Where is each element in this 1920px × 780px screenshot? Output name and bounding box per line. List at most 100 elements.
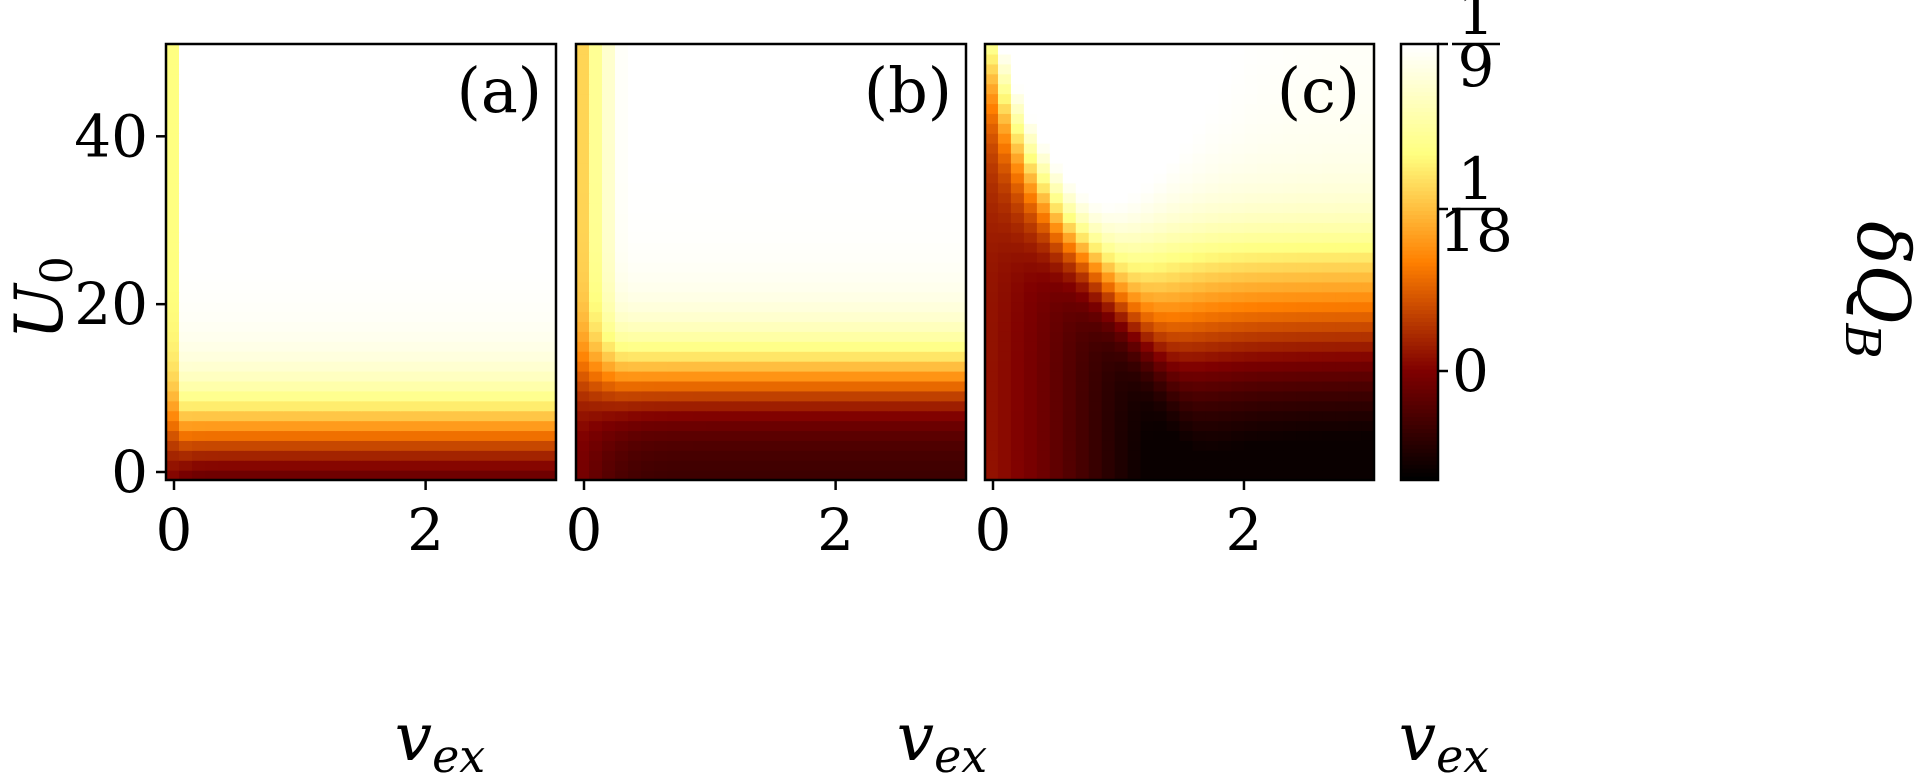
heatmap-cell (997, 281, 1012, 293)
heatmap-cell (491, 73, 505, 85)
heatmap-cell (576, 172, 590, 184)
heatmap-cell (270, 420, 284, 432)
heatmap-cell (348, 400, 362, 412)
heatmap-cell (1049, 143, 1064, 154)
heatmap-cell (849, 331, 863, 342)
heatmap-cell (758, 252, 772, 263)
heatmap-cell (270, 410, 284, 422)
heatmap-cell (348, 123, 362, 134)
colorbar-swatch (1401, 452, 1438, 457)
heatmap-cell (270, 450, 284, 461)
heatmap-cell (439, 380, 453, 392)
heatmap-cell (1062, 182, 1077, 194)
heatmap-cell (374, 83, 388, 95)
heatmap-cell (997, 351, 1012, 362)
heatmap-cell (901, 143, 915, 154)
heatmap-cell (1062, 123, 1077, 134)
heatmap-cell (218, 390, 232, 402)
heatmap-cell (823, 430, 837, 441)
heatmap-cell (1296, 281, 1310, 293)
heatmap-cell (654, 430, 668, 441)
heatmap-cell (257, 252, 271, 263)
heatmap-cell (1205, 153, 1219, 164)
heatmap-cell (439, 162, 453, 174)
heatmap-cell (322, 380, 336, 392)
heatmap-cell (1049, 420, 1064, 432)
heatmap-cell (374, 281, 388, 293)
heatmap-cell (517, 390, 531, 402)
heatmap-cell (309, 311, 323, 323)
heatmap-cell (1192, 212, 1207, 223)
heatmap-cell (1205, 301, 1219, 313)
heatmap-cell (517, 63, 531, 75)
heatmap-cell (823, 291, 837, 303)
heatmap-cell (465, 390, 479, 402)
heatmap-cell (849, 271, 863, 283)
heatmap-cell (985, 123, 999, 134)
heatmap-cell (478, 351, 492, 362)
heatmap-cell (602, 470, 616, 481)
heatmap-cell (465, 133, 479, 144)
heatmap-cell (517, 351, 531, 362)
heatmap-cell (1140, 291, 1155, 303)
heatmap-cell (400, 93, 414, 105)
heatmap-cell (823, 153, 837, 164)
heatmap-cell (758, 53, 772, 65)
heatmap-cell (1153, 440, 1168, 451)
heatmap-cell (452, 390, 466, 402)
heatmap-cell (823, 371, 837, 382)
heatmap-cell (810, 123, 824, 134)
heatmap-cell (322, 123, 336, 134)
heatmap-cell (361, 361, 375, 372)
heatmap-cell (205, 400, 219, 412)
heatmap-cell (530, 103, 544, 114)
colorbar-swatch (1401, 186, 1438, 192)
heatmap-cell (719, 182, 733, 194)
heatmap-cell (322, 143, 336, 154)
heatmap-cell (309, 291, 323, 303)
colorbar-swatch (1401, 230, 1438, 235)
heatmap-cell (680, 351, 694, 362)
heatmap-cell (927, 301, 941, 313)
heatmap-cell (997, 73, 1012, 85)
heatmap-cell (400, 390, 414, 402)
heatmap-cell (283, 291, 297, 303)
heatmap-cell (927, 440, 941, 451)
heatmap-cell (231, 44, 245, 55)
heatmap-cell (654, 172, 668, 184)
heatmap-cell (179, 371, 193, 382)
heatmap-cell (1309, 460, 1323, 471)
heatmap-cell (1023, 460, 1038, 471)
heatmap-cell (615, 73, 629, 85)
heatmap-cell (309, 440, 323, 451)
heatmap-cell (862, 232, 876, 243)
heatmap-cell (797, 153, 811, 164)
heatmap-cell (348, 113, 362, 124)
heatmap-cell (517, 113, 531, 124)
heatmap-cell (706, 291, 720, 303)
heatmap-cell (1049, 390, 1064, 402)
heatmap-cell (1179, 390, 1194, 402)
heatmap-cell (257, 371, 271, 382)
heatmap-cell (927, 371, 941, 382)
heatmap-cell (641, 301, 655, 313)
heatmap-cell (1283, 73, 1297, 85)
heatmap-cell (667, 390, 681, 402)
heatmap-cell (465, 341, 479, 352)
heatmap-cell (166, 410, 180, 422)
heatmap-cell (875, 321, 889, 332)
heatmap-cell (693, 63, 707, 75)
heatmap-cell (1075, 242, 1090, 253)
heatmap-cell (615, 172, 629, 184)
heatmap-cell (1023, 470, 1038, 481)
heatmap-cell (491, 182, 505, 194)
heatmap-cell (205, 390, 219, 402)
heatmap-cell (270, 162, 284, 174)
heatmap-cell (1257, 262, 1271, 273)
heatmap-cell (1205, 291, 1219, 303)
heatmap-cell (1244, 93, 1258, 105)
heatmap-cell (179, 341, 193, 352)
heatmap-cell (1296, 53, 1310, 65)
heatmap-cell (719, 371, 733, 382)
heatmap-cell (413, 73, 427, 85)
